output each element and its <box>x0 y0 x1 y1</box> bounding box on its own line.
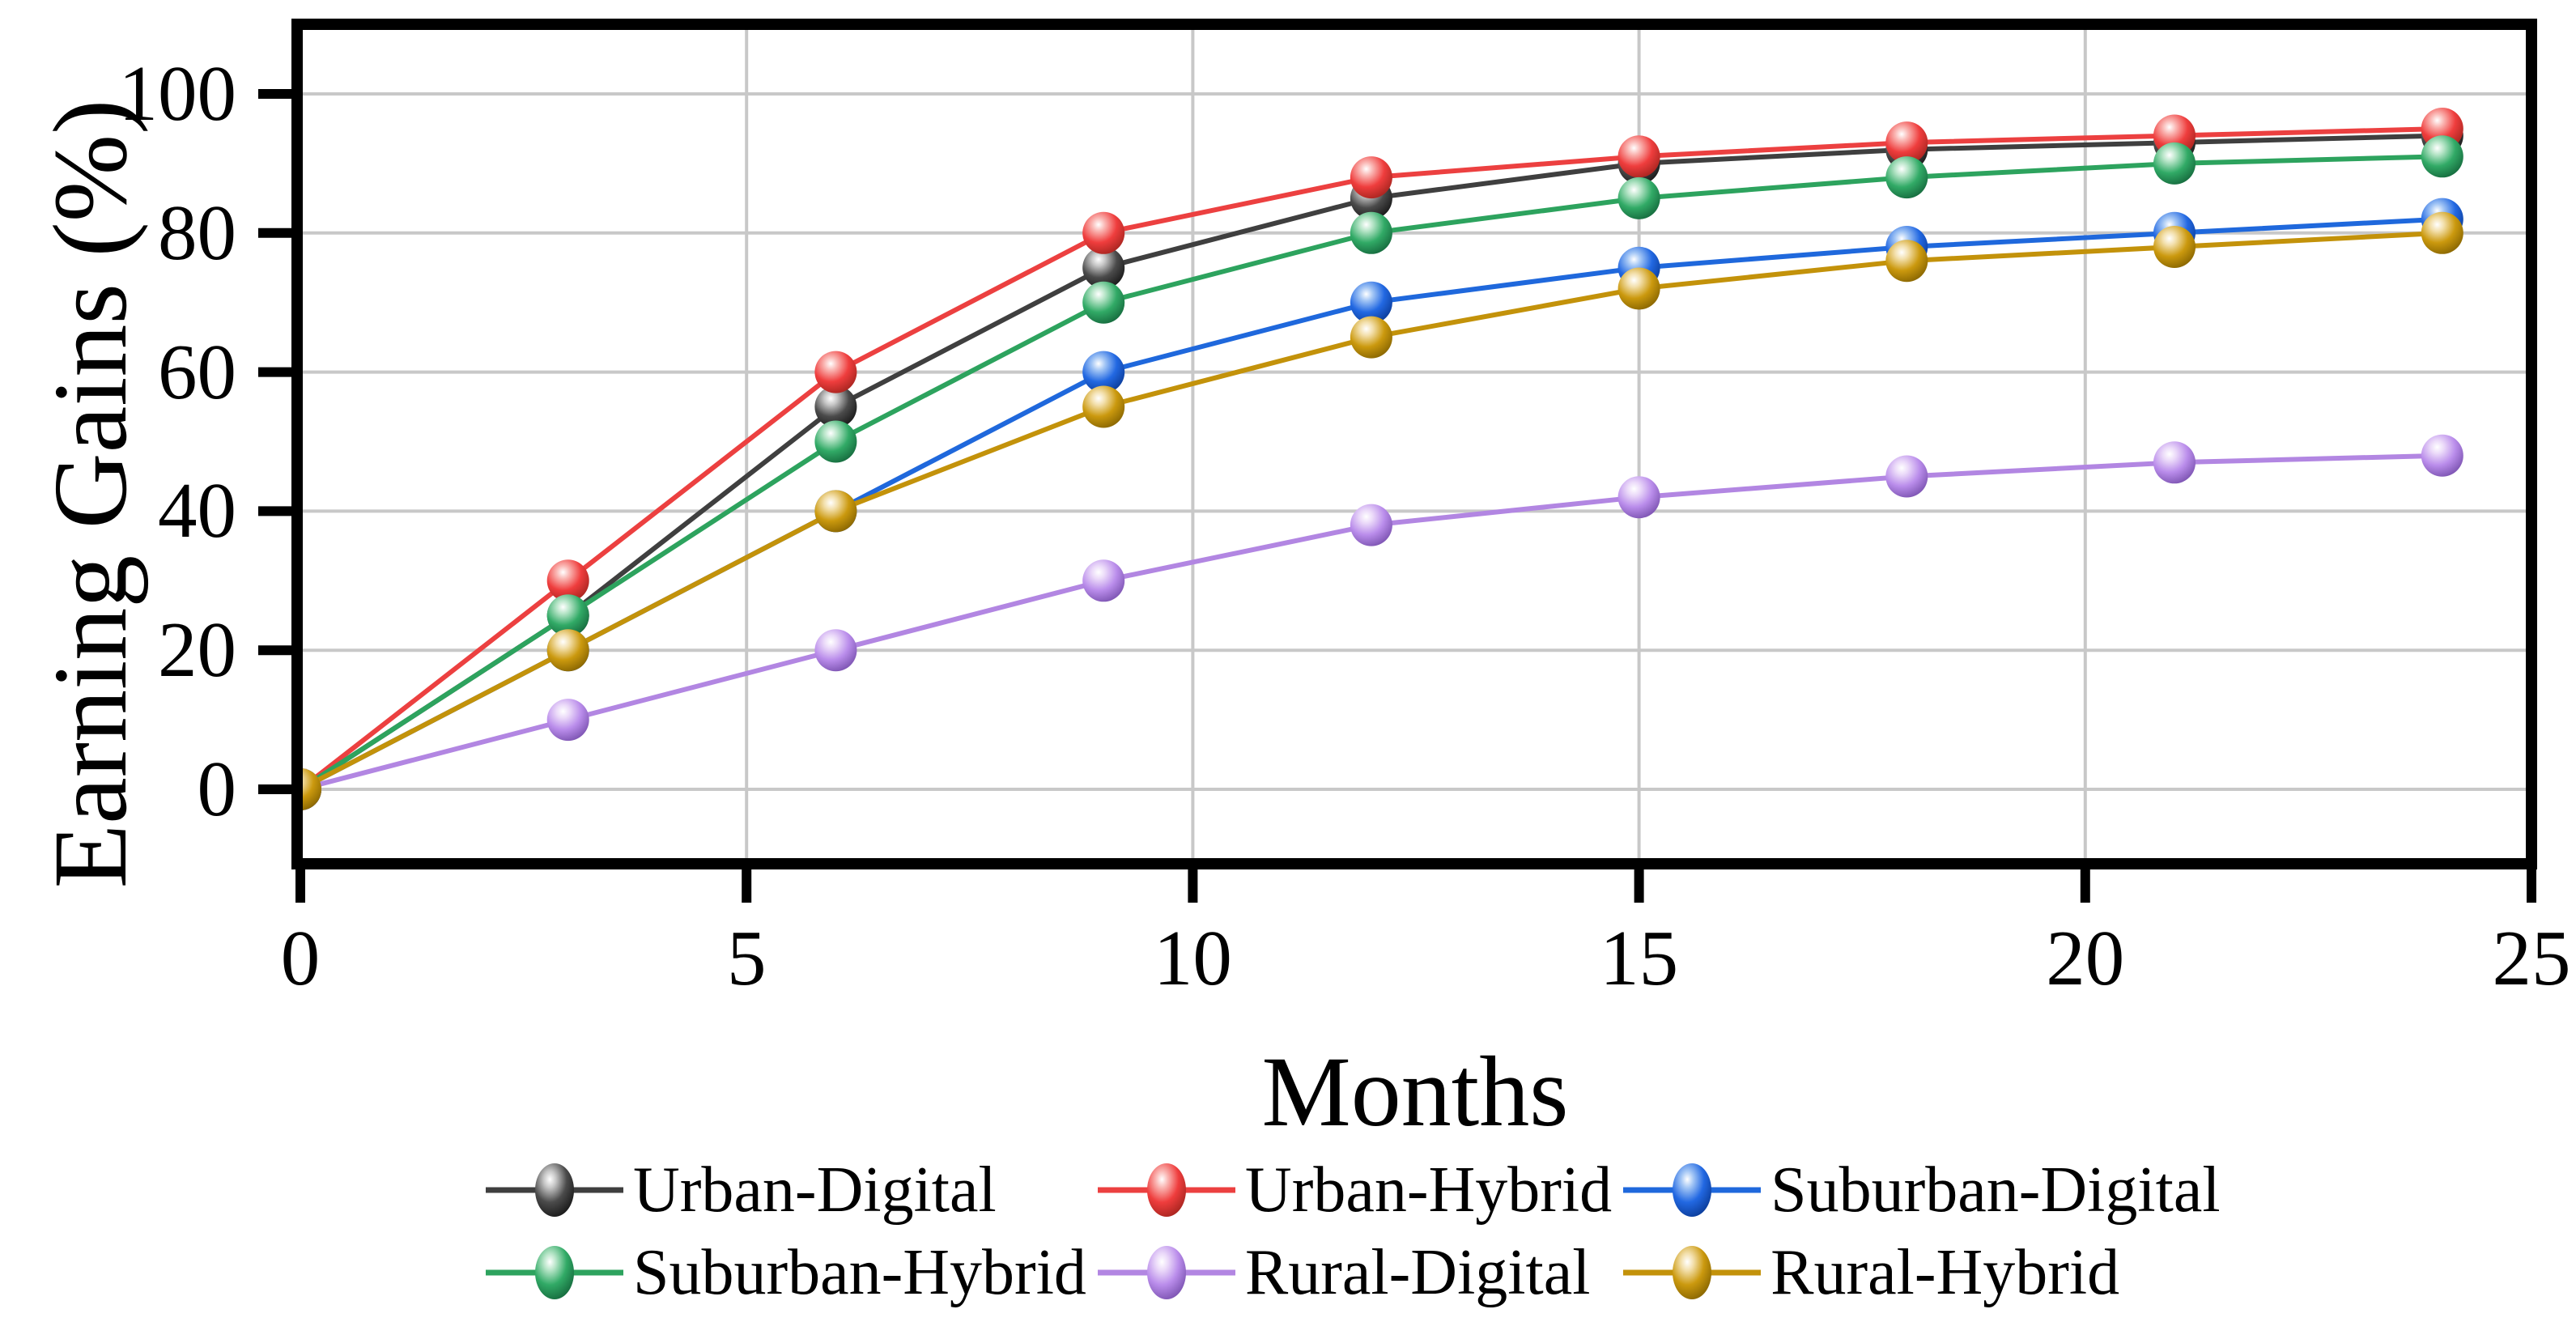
y-tick-label: 60 <box>158 328 236 415</box>
legend-ball-marker-icon <box>1623 1246 1762 1299</box>
series-rural-digital <box>303 434 2463 810</box>
data-point-marker <box>1082 281 1125 324</box>
data-point-marker <box>303 768 321 810</box>
data-point-marker <box>1082 246 1125 289</box>
series-group <box>303 108 2463 810</box>
legend-item-urban-digital: Urban-Digital <box>486 1151 1086 1229</box>
y-tick-label: 100 <box>118 50 237 137</box>
legend-item-urban-hybrid: Urban-Hybrid <box>1097 1151 1613 1229</box>
data-point-marker <box>1885 156 1928 199</box>
series-urban-hybrid <box>303 108 2463 810</box>
data-point-marker <box>814 351 857 393</box>
data-point-marker <box>1082 559 1125 602</box>
data-point-marker <box>814 385 857 428</box>
legend-item-label: Rural-Hybrid <box>1770 1236 2120 1308</box>
legend-ball-marker-icon <box>486 1163 623 1217</box>
data-point-marker <box>2421 135 2463 178</box>
grid <box>303 30 2526 858</box>
data-point-marker <box>546 629 589 672</box>
legend-item-label: Rural-Digital <box>1244 1236 1591 1308</box>
data-point-marker <box>2421 211 2463 254</box>
legend-item-suburban-hybrid: Suburban-Hybrid <box>486 1234 1086 1311</box>
x-tick-label: 15 <box>1600 915 1679 1001</box>
data-point-marker <box>1617 476 1660 519</box>
tick-marks <box>258 89 2536 903</box>
data-point-marker <box>1350 156 1392 199</box>
y-tick-label: 80 <box>158 189 236 276</box>
x-tick-label: 10 <box>1153 915 1232 1001</box>
data-point-marker <box>1885 240 1928 283</box>
x-tick-label: 0 <box>280 915 321 1001</box>
data-point-marker <box>1617 176 1660 219</box>
data-point-marker <box>1350 316 1392 359</box>
legend-item-suburban-digital: Suburban-Digital <box>1623 1151 2221 1229</box>
y-tick-label: 40 <box>158 467 236 555</box>
y-tick-label: 20 <box>158 606 236 694</box>
legend: Urban-Digital Urban-Hybrid Suburban-Digita… <box>486 1151 2221 1311</box>
x-tick-label: 20 <box>2046 915 2125 1001</box>
legend-item-label: Urban-Hybrid <box>1244 1154 1613 1226</box>
legend-item-label: Suburban-Hybrid <box>633 1236 1086 1308</box>
data-point-marker <box>546 594 589 637</box>
data-point-marker <box>1350 281 1392 324</box>
data-point-marker <box>814 490 857 533</box>
data-point-marker <box>2153 142 2196 185</box>
data-point-marker <box>1617 267 1660 310</box>
data-point-marker <box>814 420 857 463</box>
legend-item-label: Suburban-Digital <box>1770 1154 2221 1226</box>
x-axis-label: Months <box>1261 1036 1569 1147</box>
data-point-marker <box>814 629 857 672</box>
data-point-marker <box>1885 455 1928 498</box>
plot-frame <box>291 19 2537 869</box>
data-point-marker <box>1350 504 1392 546</box>
data-point-marker <box>2153 441 2196 484</box>
legend-ball-marker-icon <box>1623 1163 1762 1217</box>
x-tick-label: 5 <box>726 915 767 1001</box>
legend-ball-marker-icon <box>1097 1163 1235 1217</box>
legend-ball-marker-icon <box>1097 1246 1235 1299</box>
data-point-marker <box>1350 211 1392 254</box>
data-point-marker <box>1082 385 1125 428</box>
y-tick-label: 0 <box>197 746 237 832</box>
x-tick-label: 25 <box>2492 915 2571 1001</box>
legend-ball-marker-icon <box>486 1246 623 1299</box>
legend-item-label: Urban-Digital <box>633 1154 997 1226</box>
data-point-marker <box>546 559 589 602</box>
data-point-marker <box>1082 211 1125 254</box>
legend-item-rural-hybrid: Rural-Hybrid <box>1623 1234 2220 1311</box>
series-rural-hybrid <box>303 211 2463 810</box>
data-point-marker <box>546 699 589 742</box>
legend-item-rural-digital: Rural-Digital <box>1097 1234 1612 1311</box>
data-point-marker <box>2421 434 2463 477</box>
data-point-marker <box>1617 135 1660 178</box>
data-point-marker <box>1082 351 1125 393</box>
data-point-marker <box>1885 121 1928 164</box>
data-point-marker <box>2153 226 2196 268</box>
